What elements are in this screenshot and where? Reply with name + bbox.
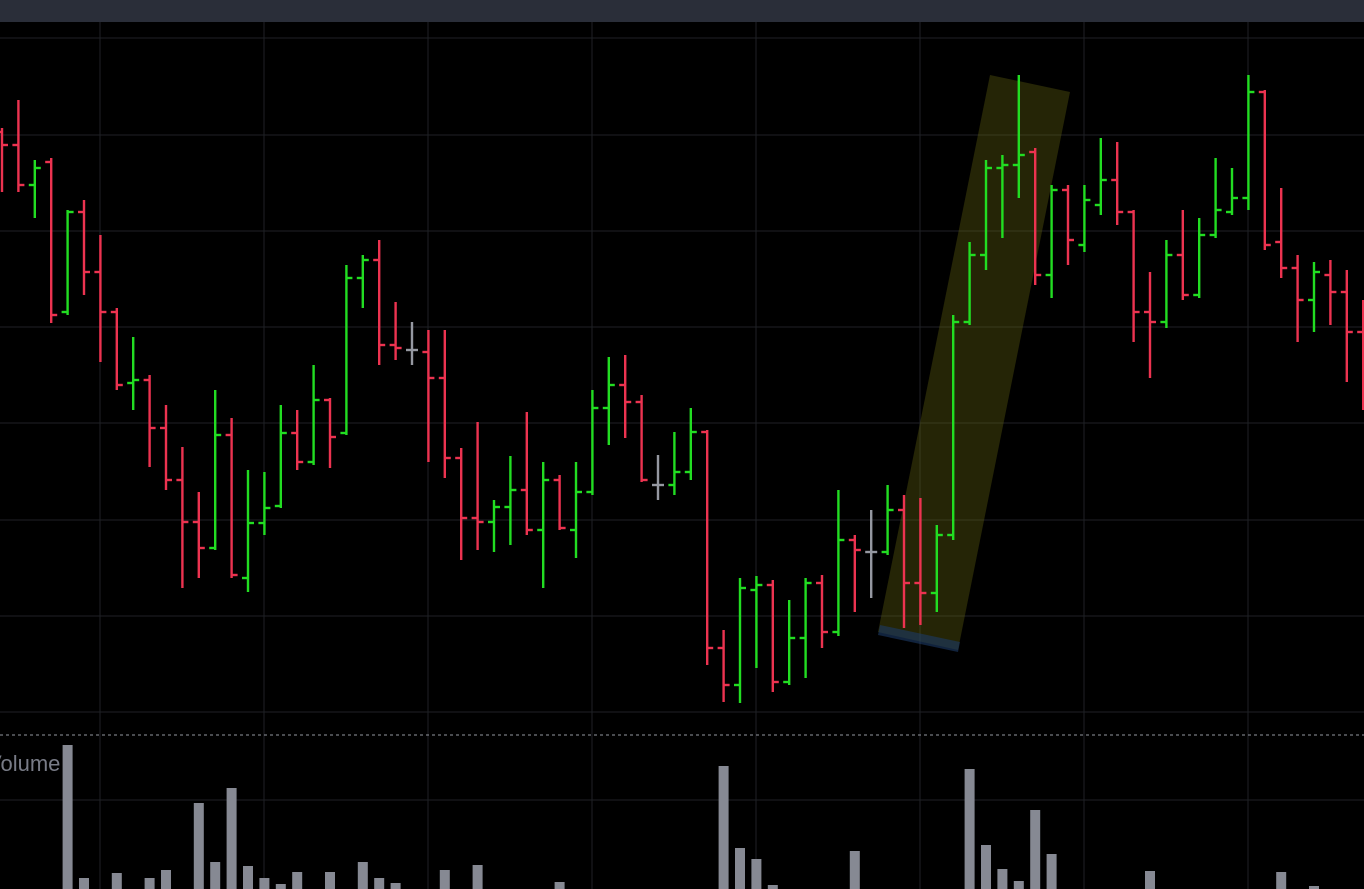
volume-bar [193, 803, 204, 889]
volume-bar [751, 859, 762, 889]
volume-bar [554, 882, 565, 889]
volume-bar [997, 869, 1008, 889]
volume-bar [325, 872, 335, 889]
volume-bar [964, 769, 975, 889]
volume-bar [243, 866, 253, 889]
volume-bar [390, 883, 401, 889]
volume-bar [735, 848, 745, 889]
top-bar [0, 0, 1364, 22]
volume-bar [1046, 854, 1057, 889]
volume-bar [210, 862, 221, 889]
volume-bar [161, 870, 171, 889]
volume-bar [1276, 872, 1287, 889]
volume-label: Volume [0, 751, 60, 776]
volume-bar [439, 870, 450, 889]
volume-bar [144, 878, 155, 889]
volume-bar [259, 878, 270, 889]
volume-bar [111, 873, 122, 889]
volume-bar [849, 851, 860, 889]
volume-bar [472, 865, 483, 889]
volume-bar [79, 878, 89, 889]
highlight-annotation-base [878, 625, 960, 652]
grid [0, 22, 1364, 889]
volume-bar [767, 885, 778, 889]
volume-bar [62, 745, 73, 889]
volume-bar [374, 878, 385, 889]
volume-bar [981, 845, 991, 889]
volume-bar [1030, 810, 1041, 889]
volume-bar [292, 872, 303, 889]
volume-bar [718, 766, 729, 889]
volume-bar [1013, 881, 1024, 889]
volume-bar [275, 884, 286, 889]
volume-bar [357, 862, 368, 889]
volume-bar [226, 788, 237, 889]
volume-bar [1145, 871, 1155, 889]
highlight-annotation [878, 75, 1070, 650]
volume-bar [1309, 886, 1319, 889]
